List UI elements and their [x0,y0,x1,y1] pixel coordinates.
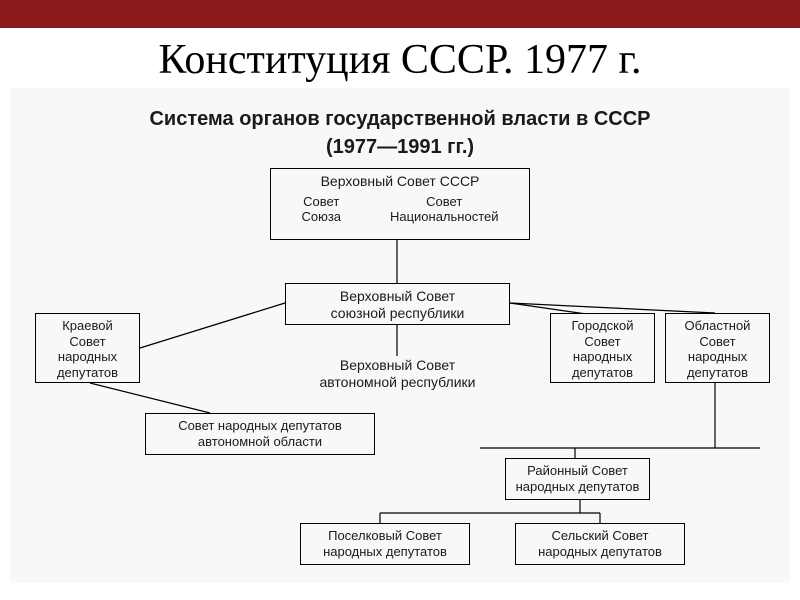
node-poselkovyi-soviet: Поселковый Совет народных депутатов [300,523,470,565]
page-title: Конституция СССР. 1977 г. [0,28,800,88]
node-kraevoi-soviet: Краевой Совет народных депутатов [35,313,140,383]
col-soviet-natsionalnostei: Совет Национальностей [390,194,499,225]
diagram-years: (1977—1991 гг.) [30,136,770,159]
label-supreme-soviet: Верховный Совет СССР [277,173,523,190]
node-oblast-soviet: Областной Совет народных депутатов [665,313,770,383]
diagram-container: Система органов государственной власти в… [10,88,790,583]
diagram-subtitle: Система органов государственной власти в… [30,108,770,131]
header-bar [0,0,800,28]
node-city-soviet: Городской Совет народных депутатов [550,313,655,383]
node-supreme-autonomous-republic: Верховный Совет автономной республики [295,353,500,395]
node-autonomous-oblast-soviet: Совет народных депутатов автономной обла… [145,413,375,455]
node-raion-soviet: Районный Совет народных депутатов [505,458,650,500]
node-supreme-soviet-ussr: Верховный Совет СССР Совет Союза Совет Н… [270,168,530,240]
col-soviet-soyuza: Совет Союза [301,194,341,225]
node-supreme-union-republic: Верховный Совет союзной республики [285,283,510,325]
node-selskii-soviet: Сельский Совет народных депутатов [515,523,685,565]
